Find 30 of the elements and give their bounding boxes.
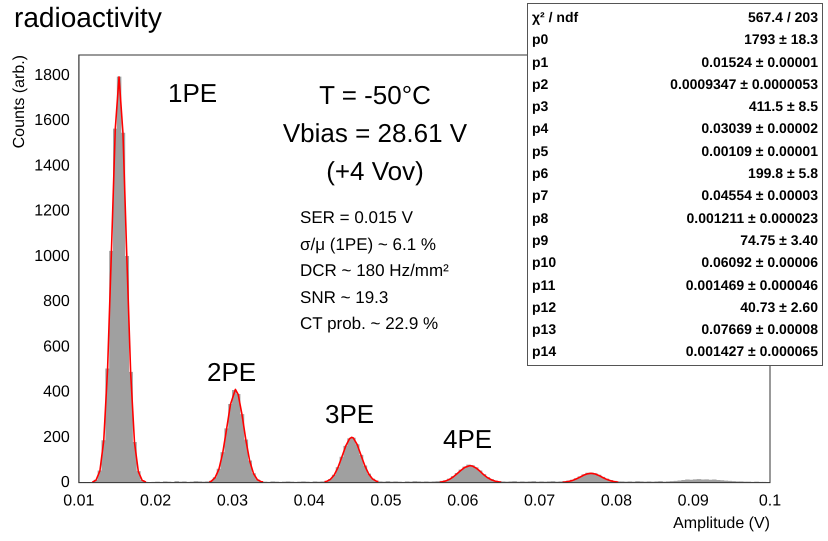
x-tick-label: 0.03	[216, 492, 248, 510]
annotation: 4PE	[443, 424, 494, 454]
y-tick-label: 1000	[34, 248, 70, 265]
annotation: T = -50°C Vbias = 28.61 V (+4 Vov)	[282, 79, 468, 188]
y-tick-label: 1600	[34, 112, 70, 130]
y-tick-label: 0	[60, 474, 70, 492]
y-axis-title: Counts (arb.)	[11, 55, 28, 148]
x-tick-label: 0.02	[140, 492, 172, 510]
x-tick-label: 0.07	[524, 492, 556, 510]
x-tick-label: 0.08	[600, 492, 632, 510]
chart-title: radioactivity	[14, 2, 162, 34]
x-tick-label: 0.01	[63, 492, 94, 510]
x-tick-label: 0.1	[758, 492, 782, 510]
y-tick-label: 1800	[34, 66, 70, 84]
y-tick-label: 600	[43, 338, 70, 356]
x-axis-title: Amplitude (V)	[673, 514, 770, 532]
y-tick-label: 1200	[34, 202, 70, 220]
text: χ² / ndf 567.4 / 203 p0 1793 ± 18.3 p1 0.01524 ± 0.00001 p2 0.0009347 ± 0.0000053 p3 411.5 ± 8.5 p4 0.03039 ± 0.00002 p5 0.00109 ± 0.00001 p6 199.8 ± 5.8 p7 0.04554 ± 0.00003 p8 0.001211 ± 0.000023 p9 74.75 ± 3.40 p10 0.06092 ± 0.00006 p11 0.001469 ± 0.000046 p12 40.73 ± 2.60 p13 0.07669 ± 0.00008 p14 0.001427 ± 0.000065	[532, 9, 818, 360]
x-tick-label: 0.05	[370, 492, 402, 510]
y-tick-label: 200	[43, 428, 70, 446]
annotation: 2PE	[207, 357, 258, 387]
annotation: SER = 0.015 V σ/μ (1PE) ~ 6.1 % DCR ~ 180 Hz/mm² SNR ~ 19.3 CT prob. ~ 22.9 %	[300, 207, 450, 335]
x-tick-label: 0.04	[294, 492, 325, 510]
y-tick-label: 400	[43, 384, 70, 401]
annotation: 3PE	[325, 399, 376, 429]
x-tick-label: 0.09	[678, 492, 709, 510]
y-tick-label: 800	[43, 293, 70, 310]
y-tick-label: 1400	[34, 157, 70, 174]
x-tick-label: 0.06	[447, 492, 478, 510]
annotation: 1PE	[168, 78, 218, 108]
